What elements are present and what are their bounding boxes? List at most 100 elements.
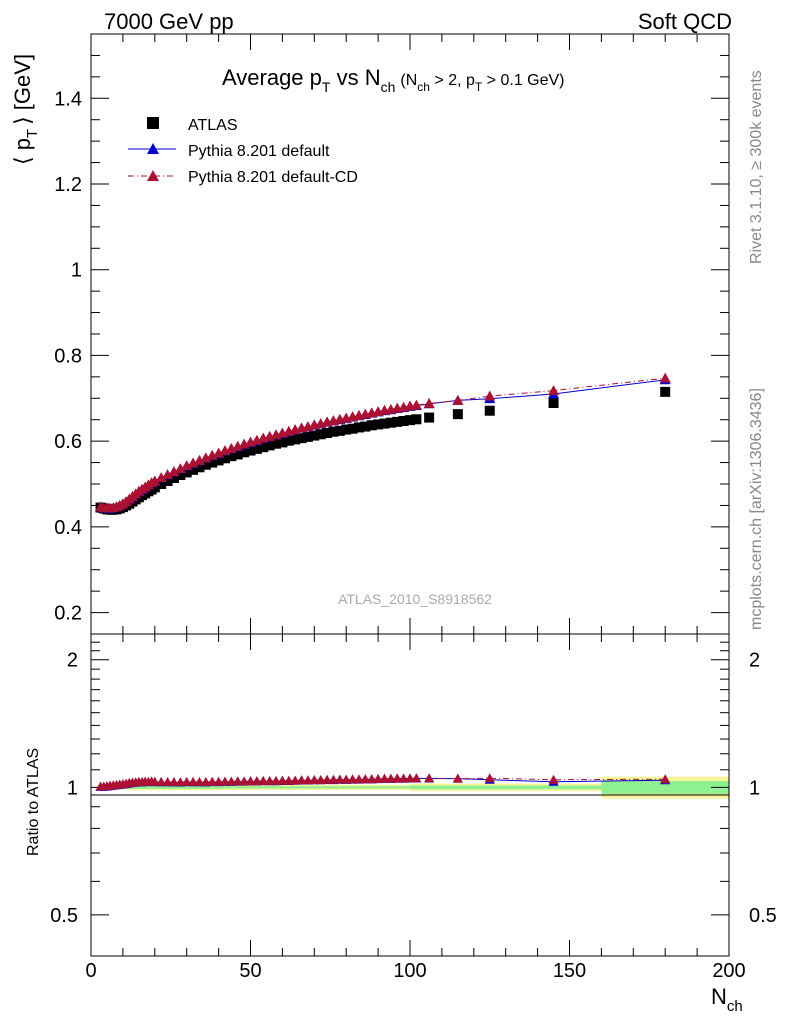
cd-ratio-point	[207, 776, 218, 786]
rivet-label: Rivet 3.1.10, ≥ 300k events	[748, 70, 765, 264]
atlas-data-point	[200, 459, 211, 470]
cd-ratio-point	[309, 774, 320, 784]
source-label: mcplots.cern.ch [arXiv:1306.3436]	[748, 388, 765, 630]
cd-ratio-point	[379, 773, 390, 783]
legend-marker-default	[147, 143, 159, 154]
x-tick-label: 150	[553, 960, 586, 982]
cd-point	[200, 452, 212, 463]
analysis-watermark: ATLAS_2010_S8918562	[338, 591, 492, 607]
process-label: Soft QCD	[638, 9, 732, 34]
legend: ATLAS Pythia 8.201 default Pythia 8.201 …	[128, 117, 358, 186]
cd-ratio-point	[156, 776, 167, 786]
atlas-data-point	[251, 443, 262, 454]
atlas-data-point	[302, 431, 313, 442]
x-tick-label: 200	[712, 960, 745, 982]
ratio-y-axis-label: Ratio to ATLAS	[25, 748, 42, 856]
y-axis-label: ⟨ pT⟩ [GeV]	[10, 54, 41, 165]
axis-ticks	[90, 33, 730, 957]
legend-label-atlas: ATLAS	[188, 117, 238, 134]
cd-point	[168, 466, 180, 476]
band-inner-segment	[129, 785, 219, 789]
atlas-data-point	[385, 417, 396, 428]
default-series-line	[100, 379, 666, 509]
atlas-data-point	[452, 409, 463, 420]
cd-point	[548, 385, 560, 395]
cd-point	[162, 469, 174, 479]
atlas-data-point	[366, 420, 377, 431]
atlas-data-point	[379, 418, 390, 429]
atlas-data-point	[264, 440, 275, 451]
legend-label-default: Pythia 8.201 default	[188, 143, 330, 160]
atlas-data-point	[341, 424, 352, 435]
cd-ratio-point	[168, 777, 179, 787]
cd-point	[659, 372, 671, 383]
y-tick-label: 0.8	[54, 345, 82, 367]
x-tick-label: 0	[85, 960, 96, 982]
atlas-data-point	[175, 470, 186, 480]
cd-ratio-point	[548, 774, 559, 784]
atlas-data-point	[411, 414, 422, 425]
axis-tick-labels: 0 50 100 150 200 0.2 0.4 0.6 0.8 1 1.2 1.4 0.5 0.5 1 1 2…	[50, 88, 777, 982]
y-tick-label: 1.2	[54, 174, 82, 196]
cd-ratio-point	[245, 776, 256, 786]
cd-point	[174, 463, 186, 473]
cd-ratio-point	[360, 774, 371, 784]
atlas-data-point	[424, 412, 435, 423]
atlas-data-point	[398, 416, 409, 426]
cd-ratio-point	[219, 776, 230, 786]
atlas-data-point	[181, 467, 192, 478]
atlas-data-point	[258, 442, 269, 453]
atlas-data-point	[245, 445, 256, 456]
cd-ratio-point	[232, 776, 243, 786]
cd-point	[149, 475, 161, 486]
ratio-tick-label-left: 2	[67, 650, 78, 672]
atlas-data-point	[239, 447, 250, 458]
ratio-uncertainty-band	[97, 776, 729, 799]
atlas-data-point	[156, 479, 167, 489]
atlas-data-point	[548, 398, 559, 408]
atlas-data-point	[392, 416, 403, 427]
ratio-series	[95, 773, 671, 791]
ratio-tick-label-left: 0.5	[50, 905, 78, 927]
series-lines	[100, 377, 666, 509]
cd-ratio-point	[347, 774, 358, 784]
cd-ratio-point	[296, 775, 307, 785]
atlas-data-point	[484, 405, 495, 416]
y-tick-label: 1.4	[54, 88, 82, 110]
cd-ratio-point	[149, 776, 160, 786]
legend-label-cd: Pythia 8.201 default-CD	[188, 169, 358, 186]
atlas-data-point	[405, 415, 415, 426]
atlas-data-point	[290, 434, 301, 445]
x-tick-label: 50	[239, 960, 261, 982]
cd-ratio-point	[162, 776, 173, 786]
atlas-data-point	[315, 429, 326, 440]
cd-ratio-point	[660, 774, 671, 784]
cd-ratio-point	[452, 773, 463, 783]
x-tick-label: 100	[393, 960, 426, 982]
atlas-data-point	[219, 453, 230, 464]
cd-ratio-point	[334, 774, 345, 784]
cd-point	[423, 397, 435, 408]
cd-ratio-point	[188, 776, 199, 786]
atlas-data-point	[328, 426, 339, 437]
cd-ratio-point	[322, 774, 333, 784]
atlas-data-point	[660, 386, 671, 397]
atlas-data-point	[226, 451, 237, 462]
main-plot-frame	[90, 33, 730, 635]
cd-ratio-point	[484, 773, 495, 783]
cd-ratio-point	[194, 776, 205, 786]
cd-point	[187, 457, 199, 468]
series-markers	[95, 372, 671, 515]
y-tick-label: 0.6	[54, 431, 82, 453]
atlas-data-point	[334, 425, 345, 436]
cd-point	[484, 390, 496, 401]
cd-point	[452, 394, 464, 405]
cd-point	[155, 472, 167, 482]
atlas-data-point	[283, 435, 294, 446]
atlas-data-point	[309, 430, 320, 441]
band-inner-segment	[601, 780, 729, 794]
atlas-data-point	[360, 421, 371, 432]
cd-ratio-point	[411, 773, 422, 783]
atlas-data-point	[353, 422, 364, 433]
